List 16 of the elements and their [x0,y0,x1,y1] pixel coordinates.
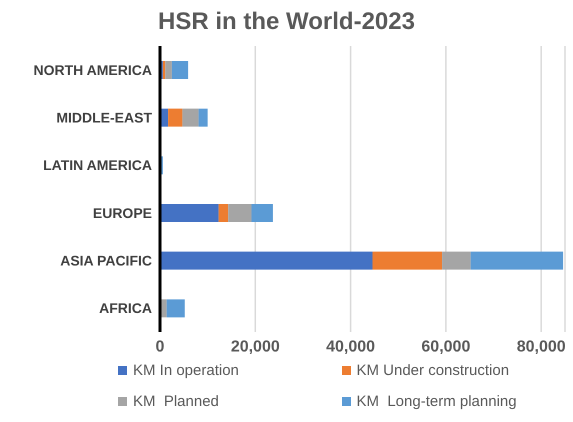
y-tick-label: AFRICA [99,300,152,316]
legend-label: KM Under construction [356,362,510,379]
y-tick-label: MIDDLE-EAST [56,109,152,126]
y-tick-label: NORTH AMERICA [34,62,152,78]
x-tick-label: 20,000 [230,338,280,356]
x-tick-label: 80,000 [516,338,566,356]
chart-title: HSR in the World-2023 [157,8,416,36]
legend-label: KM Planned [133,393,219,410]
y-tick-label: LATIN AMERICA [43,157,152,174]
x-tick-label: 60,000 [421,338,470,356]
y-tick-label: ASIA PACIFIC [60,252,152,268]
legend-label: KM Long-term planning [356,393,517,410]
x-tick-label: 40,000 [326,338,376,356]
legend-label: KM In operation [133,362,239,379]
x-tick-label: 0 [156,338,165,356]
y-tick-label: EUROPE [92,204,152,221]
